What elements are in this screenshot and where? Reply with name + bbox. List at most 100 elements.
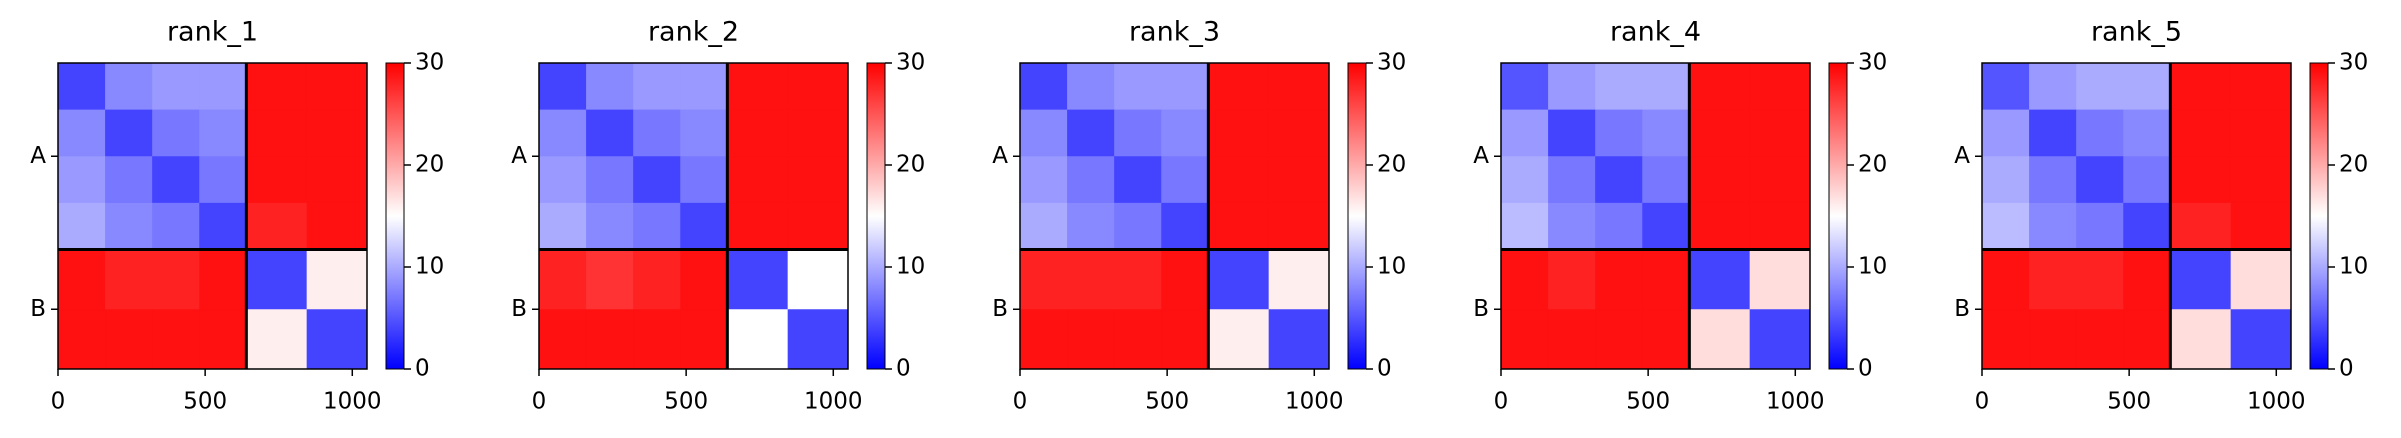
colorbar-tick-label: 20: [2339, 152, 2368, 178]
y-tick-label: A: [30, 143, 46, 169]
heatmap-cell: [199, 109, 247, 157]
heatmap-cell: [586, 309, 634, 370]
heatmap-cell: [1020, 63, 1068, 111]
heatmap-cell: [680, 309, 728, 370]
x-tick-label: 1000: [2247, 389, 2306, 415]
heatmap-cell: [2029, 309, 2077, 370]
heatmap-cell: [1689, 109, 1751, 157]
heatmap-cell: [1689, 63, 1751, 111]
heatmap-cell: [1595, 249, 1643, 310]
heatmap-cell: [787, 309, 849, 370]
heatmap-cell: [152, 202, 200, 251]
heatmap-cell: [727, 249, 789, 310]
colorbar-tick-label: 30: [2339, 50, 2368, 76]
heatmap-cell: [199, 63, 247, 111]
plot-frame: [1019, 62, 1330, 370]
heatmap-cell: [246, 249, 308, 310]
heatmap-cell: [1595, 309, 1643, 370]
heatmap-cell: [1642, 249, 1690, 310]
heatmap-cell: [2170, 202, 2232, 251]
y-tick-label: B: [1954, 296, 1970, 322]
heatmap-cell: [1020, 202, 1068, 251]
heatmap-cell: [1982, 63, 2030, 111]
heatmap-cell: [1749, 109, 1811, 157]
panel-title: rank_5: [2091, 17, 2182, 48]
heatmap-cell: [1161, 63, 1209, 111]
y-tick-label: A: [511, 143, 527, 169]
heatmap-cell: [1020, 109, 1068, 157]
heatmap-cell: [306, 309, 368, 370]
heatmap-cell: [2170, 156, 2232, 204]
heatmap-cell: [1749, 156, 1811, 204]
heatmap-cell: [2123, 156, 2171, 204]
colorbar-tick-label: 0: [2339, 356, 2354, 382]
heatmap-cell: [58, 249, 106, 310]
colorbar-tick-label: 10: [896, 254, 925, 280]
colorbar-tick-label: 0: [1377, 356, 1392, 382]
y-tick-label: B: [511, 296, 527, 322]
heatmap-cell: [1161, 202, 1209, 251]
heatmap-cell: [787, 202, 849, 251]
heatmap-cell: [1268, 249, 1330, 310]
heatmap-cell: [246, 63, 308, 111]
heatmap-cell: [1208, 156, 1270, 204]
heatmap-cell: [1501, 109, 1549, 157]
heatmap-cell: [1020, 249, 1068, 310]
heatmap-cell: [2076, 156, 2124, 204]
heatmap-cell: [2076, 249, 2124, 310]
heatmap-cell: [2230, 249, 2292, 310]
panel-title: rank_2: [648, 17, 739, 48]
colorbar-tick-label: 20: [1858, 152, 1887, 178]
colorbar: [2309, 62, 2329, 370]
heatmap-cell: [2123, 249, 2171, 310]
panel-title: rank_3: [1129, 17, 1220, 48]
heatmap-cell: [1548, 63, 1596, 111]
heatmap-cell: [1982, 156, 2030, 204]
heatmap-cell: [1501, 63, 1549, 111]
heatmap-cell: [1067, 156, 1115, 204]
heatmap-cell: [1642, 109, 1690, 157]
heatmap-cell: [1642, 202, 1690, 251]
heatmap-cell: [1114, 202, 1162, 251]
heatmap-cell: [2170, 249, 2232, 310]
heatmap-cell: [1595, 63, 1643, 111]
heatmap-cell: [2123, 109, 2171, 157]
heatmap-cell: [1749, 63, 1811, 111]
heatmap-cell: [1067, 309, 1115, 370]
heatmap-cell: [1548, 249, 1596, 310]
x-tick-label: 500: [1145, 389, 1189, 415]
colorbar-tick-label: 30: [1377, 50, 1406, 76]
heatmap-cell: [1114, 249, 1162, 310]
heatmap-cell: [199, 202, 247, 251]
heatmap-cell: [1268, 109, 1330, 157]
heatmap-cell: [539, 309, 587, 370]
heatmap-cell: [586, 109, 634, 157]
heatmap-cell: [246, 156, 308, 204]
heatmap-cell: [1268, 309, 1330, 370]
heatmap-cell: [633, 249, 681, 310]
heatmap-cell: [2170, 109, 2232, 157]
colorbar: [385, 62, 405, 370]
colorbar: [1828, 62, 1848, 370]
heatmap-cell: [680, 63, 728, 111]
heatmap-cell: [1548, 156, 1596, 204]
heatmap-cell: [1501, 202, 1549, 251]
heatmap-cell: [246, 202, 308, 251]
heatmap-cell: [1982, 202, 2030, 251]
heatmap-cell: [633, 156, 681, 204]
heatmap-cell: [58, 202, 106, 251]
colorbar: [866, 62, 886, 370]
heatmap-cell: [1501, 309, 1549, 370]
heatmap-cell: [2076, 202, 2124, 251]
heatmap-cell: [1161, 156, 1209, 204]
heatmap-cell: [1161, 109, 1209, 157]
heatmap-cell: [727, 109, 789, 157]
y-tick-label: B: [992, 296, 1008, 322]
heatmap-cell: [1595, 202, 1643, 251]
heatmap-cell: [199, 249, 247, 310]
heatmap-cell: [2230, 309, 2292, 370]
y-tick-label: B: [30, 296, 46, 322]
heatmap-cell: [152, 109, 200, 157]
heatmap-cell: [58, 63, 106, 111]
heatmap-cell: [306, 109, 368, 157]
